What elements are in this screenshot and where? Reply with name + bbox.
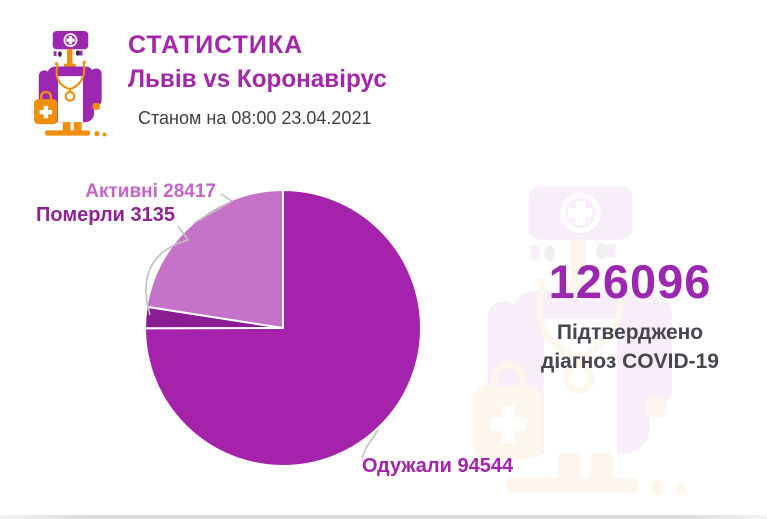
deaths-leader-line [145,225,189,316]
doctor-mascot-icon [22,20,118,138]
bottom-edge-divider [0,515,767,519]
pie-label-active: Активні 28417 [85,181,216,202]
as-of-date: Станом на 08:00 23.04.2021 [138,108,372,128]
total-confirmed-caption: Підтверджено діагноз COVID-19 [495,318,765,376]
pie-label-recovered: Одужали 94544 [362,455,514,477]
pie-slice-recovered [144,189,422,467]
pie-slice-active [145,189,284,329]
recovered-leader-line [361,429,379,459]
caption-line-1: Підтверджено [556,321,704,344]
page-title: СТАТИСТИКА [128,31,304,59]
caption-line-2: діагноз COVID-19 [541,350,719,373]
page-subtitle: Львів vs Коронавірус [128,65,387,93]
total-confirmed-number: 126096 [548,255,712,308]
pie-label-deaths: Померли 3135 [36,204,176,226]
pie-chart [144,189,422,467]
active-leader-line [193,193,233,224]
